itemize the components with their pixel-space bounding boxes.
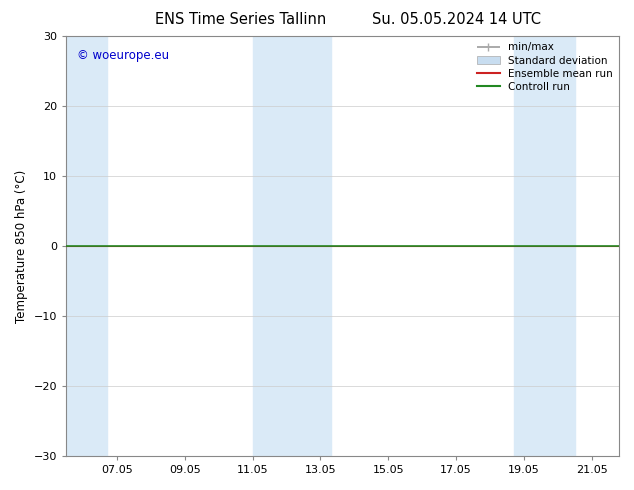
Text: Su. 05.05.2024 14 UTC: Su. 05.05.2024 14 UTC	[372, 12, 541, 27]
Y-axis label: Temperature 850 hPa (°C): Temperature 850 hPa (°C)	[15, 170, 28, 323]
Text: ENS Time Series Tallinn: ENS Time Series Tallinn	[155, 12, 327, 27]
Bar	[514, 36, 575, 456]
Bar	[66, 36, 107, 456]
Bar	[253, 36, 331, 456]
Text: © woeurope.eu: © woeurope.eu	[77, 49, 169, 62]
Legend: min/max, Standard deviation, Ensemble mean run, Controll run: min/max, Standard deviation, Ensemble me…	[472, 38, 617, 96]
